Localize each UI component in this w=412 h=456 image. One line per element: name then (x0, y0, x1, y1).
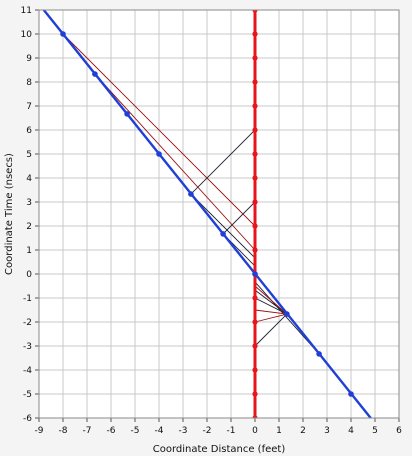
x-tick-label: -8 (59, 426, 68, 436)
blue-data-point (124, 111, 130, 117)
x-tick-label: -3 (179, 426, 188, 436)
y-tick-label: 11 (21, 6, 32, 16)
blue-data-point (188, 191, 194, 197)
x-tick-label: -7 (83, 426, 92, 436)
x-tick-label: -6 (107, 426, 116, 436)
y-tick-label: 4 (26, 174, 32, 184)
blue-data-point (220, 231, 226, 237)
blue-data-point (284, 311, 290, 317)
x-tick-label: -1 (227, 426, 236, 436)
y-axis-title: Coordinate Time (nsecs) (4, 153, 15, 275)
y-tick-label: 6 (26, 126, 32, 136)
red-data-point (252, 391, 258, 397)
red-data-point (252, 31, 258, 37)
light-signal-line (62, 33, 256, 227)
red-data-point (252, 199, 258, 205)
blue-data-point (252, 271, 258, 277)
x-tick-label: -4 (155, 426, 164, 436)
red-data-point (252, 175, 258, 181)
red-data-point (252, 55, 258, 61)
red-data-point (252, 415, 258, 418)
red-data-point (252, 247, 258, 253)
y-tick-label: 10 (21, 30, 33, 40)
y-tick-label: 2 (26, 222, 32, 232)
red-data-point (252, 295, 258, 301)
x-tick-label: 4 (348, 426, 354, 436)
y-tick-label: 1 (26, 246, 32, 256)
y-tick-label: 0 (26, 270, 32, 280)
light-signal-line (94, 73, 256, 251)
blue-data-point (60, 31, 66, 37)
y-tick-label: 7 (26, 102, 32, 112)
red-data-point (252, 343, 258, 349)
y-tick-label: -1 (23, 294, 32, 304)
blue-data-point (316, 351, 322, 357)
blue-data-point (92, 71, 98, 77)
red-data-point (252, 79, 258, 85)
y-tick-label: 8 (26, 78, 32, 88)
y-tick-label: 5 (26, 150, 32, 160)
y-tick-label: 9 (26, 54, 32, 64)
y-tick-label: -4 (23, 366, 32, 376)
y-tick-label: -6 (23, 414, 32, 424)
x-tick-label: 2 (300, 426, 306, 436)
x-tick-label: -2 (203, 426, 212, 436)
red-data-point (252, 319, 258, 325)
x-tick-label: 5 (372, 426, 378, 436)
red-data-point (252, 127, 258, 133)
y-tick-label: -5 (23, 390, 32, 400)
light-signal-line (254, 297, 288, 315)
red-data-point (252, 151, 258, 157)
x-axis-title: Coordinate Distance (feet) (153, 444, 286, 455)
x-tick-label: 0 (252, 426, 258, 436)
blue-data-point (348, 391, 354, 397)
red-data-point (252, 103, 258, 109)
x-tick-label: 6 (396, 426, 402, 436)
red-data-point (252, 223, 258, 229)
worldline-series (42, 10, 373, 418)
y-tick-label: -2 (23, 318, 32, 328)
light-signal-line (254, 285, 288, 315)
x-tick-label: -9 (35, 426, 44, 436)
y-tick-label: -3 (23, 342, 32, 352)
tick-labels: -9 -8 -7 -6 -5 -4 -3 -2 -1 0 1 2 3 4 5 611109876543210-… (21, 6, 403, 436)
red-data-point (252, 367, 258, 373)
x-tick-label: -5 (131, 426, 140, 436)
x-tick-label: 3 (324, 426, 330, 436)
blue-data-point (156, 151, 162, 157)
red-data-point (252, 10, 258, 13)
blue-worldline (42, 10, 373, 418)
x-tick-label: 1 (276, 426, 282, 436)
plot-border (38, 9, 400, 419)
y-tick-label: 3 (26, 198, 32, 208)
